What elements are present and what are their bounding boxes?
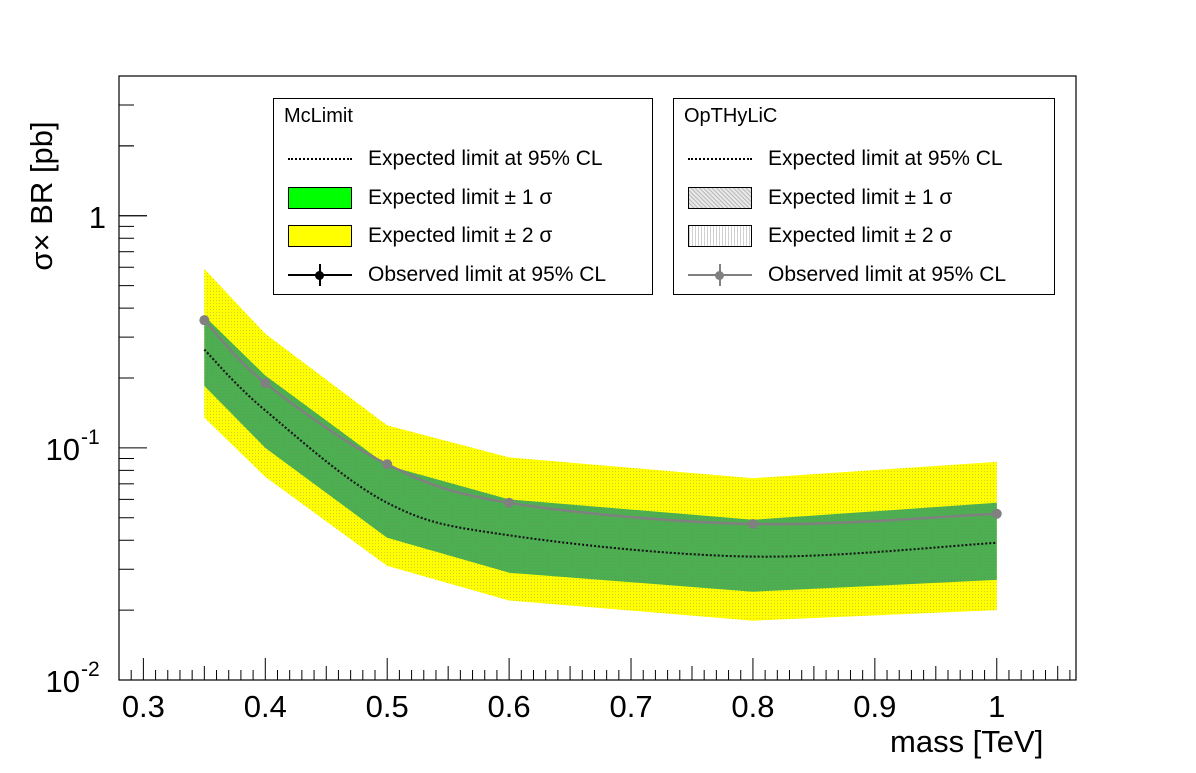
- observed-opthylic-point: [382, 459, 393, 470]
- legend-opthylic-title: OpTHyLiC: [684, 105, 778, 127]
- gray-marker-line-icon: [686, 262, 754, 288]
- x-axis-title: mass [TeV]: [890, 724, 1044, 759]
- yellow-fill-icon: [286, 223, 354, 249]
- y-tick-label: 1: [89, 200, 106, 235]
- green-fill-icon: [286, 185, 354, 211]
- dotted-fill-icon: [686, 223, 754, 249]
- legend-opthylic-band2-label: Expected limit ± 2 σ: [768, 224, 953, 247]
- legend-opthylic-observed: Observed limit at 95% CL: [686, 262, 1006, 288]
- legend-mclimit-band1-label: Expected limit ± 1 σ: [368, 186, 553, 209]
- y-tick-label: 10: [46, 664, 80, 699]
- x-tick-label: 0.3: [122, 689, 165, 724]
- x-tick-label: 0.9: [853, 689, 896, 724]
- legend-mclimit-observed: Observed limit at 95% CL: [286, 262, 606, 288]
- legend-mclimit-band2: Expected limit ± 2 σ: [286, 223, 552, 249]
- x-tick-label: 0.5: [366, 689, 409, 724]
- y-axis: 10 -210 -11: [46, 75, 147, 699]
- dotted-line-icon: [686, 146, 754, 172]
- legend-opthylic-band2: Expected limit ± 2 σ: [686, 223, 952, 249]
- y-tick-exponent: -2: [81, 658, 100, 681]
- legend-opthylic-band1: Expected limit ± 1 σ: [686, 185, 952, 211]
- legend-opthylic-observed-label: Observed limit at 95% CL: [768, 263, 1007, 286]
- lines-layer: [199, 315, 1002, 558]
- legend-mclimit-observed-label: Observed limit at 95% CL: [368, 263, 607, 286]
- legend-mclimit-band1: Expected limit ± 1 σ: [286, 185, 552, 211]
- black-marker-line-icon: [286, 262, 354, 288]
- y-axis-title: σ× BR [pb]: [24, 121, 59, 271]
- x-tick-label: 1: [988, 689, 1005, 724]
- hatched-gray-fill-icon: [686, 185, 754, 211]
- x-tick-label: 0.8: [731, 689, 774, 724]
- bands-layer: [204, 268, 997, 621]
- x-tick-label: 0.4: [244, 689, 287, 724]
- observed-opthylic-point: [747, 518, 758, 529]
- x-tick-label: 0.6: [488, 689, 531, 724]
- dotted-line-icon: [286, 146, 354, 172]
- y-tick-label: 10: [46, 432, 80, 467]
- y-tick-exponent: -1: [81, 426, 100, 449]
- legend-mclimit-expected: Expected limit at 95% CL: [286, 146, 603, 172]
- observed-opthylic-point: [260, 378, 271, 389]
- legend-opthylic-expected: Expected limit at 95% CL: [686, 146, 1003, 172]
- legend-opthylic-band1-label: Expected limit ± 1 σ: [768, 186, 953, 209]
- legend-mclimit-expected-label: Expected limit at 95% CL: [368, 147, 603, 170]
- x-tick-label: 0.7: [609, 689, 652, 724]
- legend-mclimit: McLimit Expected limit at 95% CL Expecte…: [273, 98, 653, 295]
- x-axis: 0.3 0.4 0.5 0.6 0.7 0.8 0.9 1: [118, 658, 1071, 724]
- observed-opthylic-point: [199, 315, 210, 326]
- observed-opthylic-point: [504, 497, 515, 508]
- legend-opthylic: OpTHyLiC Expected limit at 95% CL Expect…: [673, 98, 1055, 295]
- legend-mclimit-band2-label: Expected limit ± 2 σ: [368, 224, 553, 247]
- legend-opthylic-expected-label: Expected limit at 95% CL: [768, 147, 1003, 170]
- legend-mclimit-title: McLimit: [284, 105, 353, 127]
- observed-opthylic-point: [991, 508, 1002, 519]
- expected-opthylic-line: [203, 349, 997, 558]
- band-1sigma-texture: [204, 316, 997, 592]
